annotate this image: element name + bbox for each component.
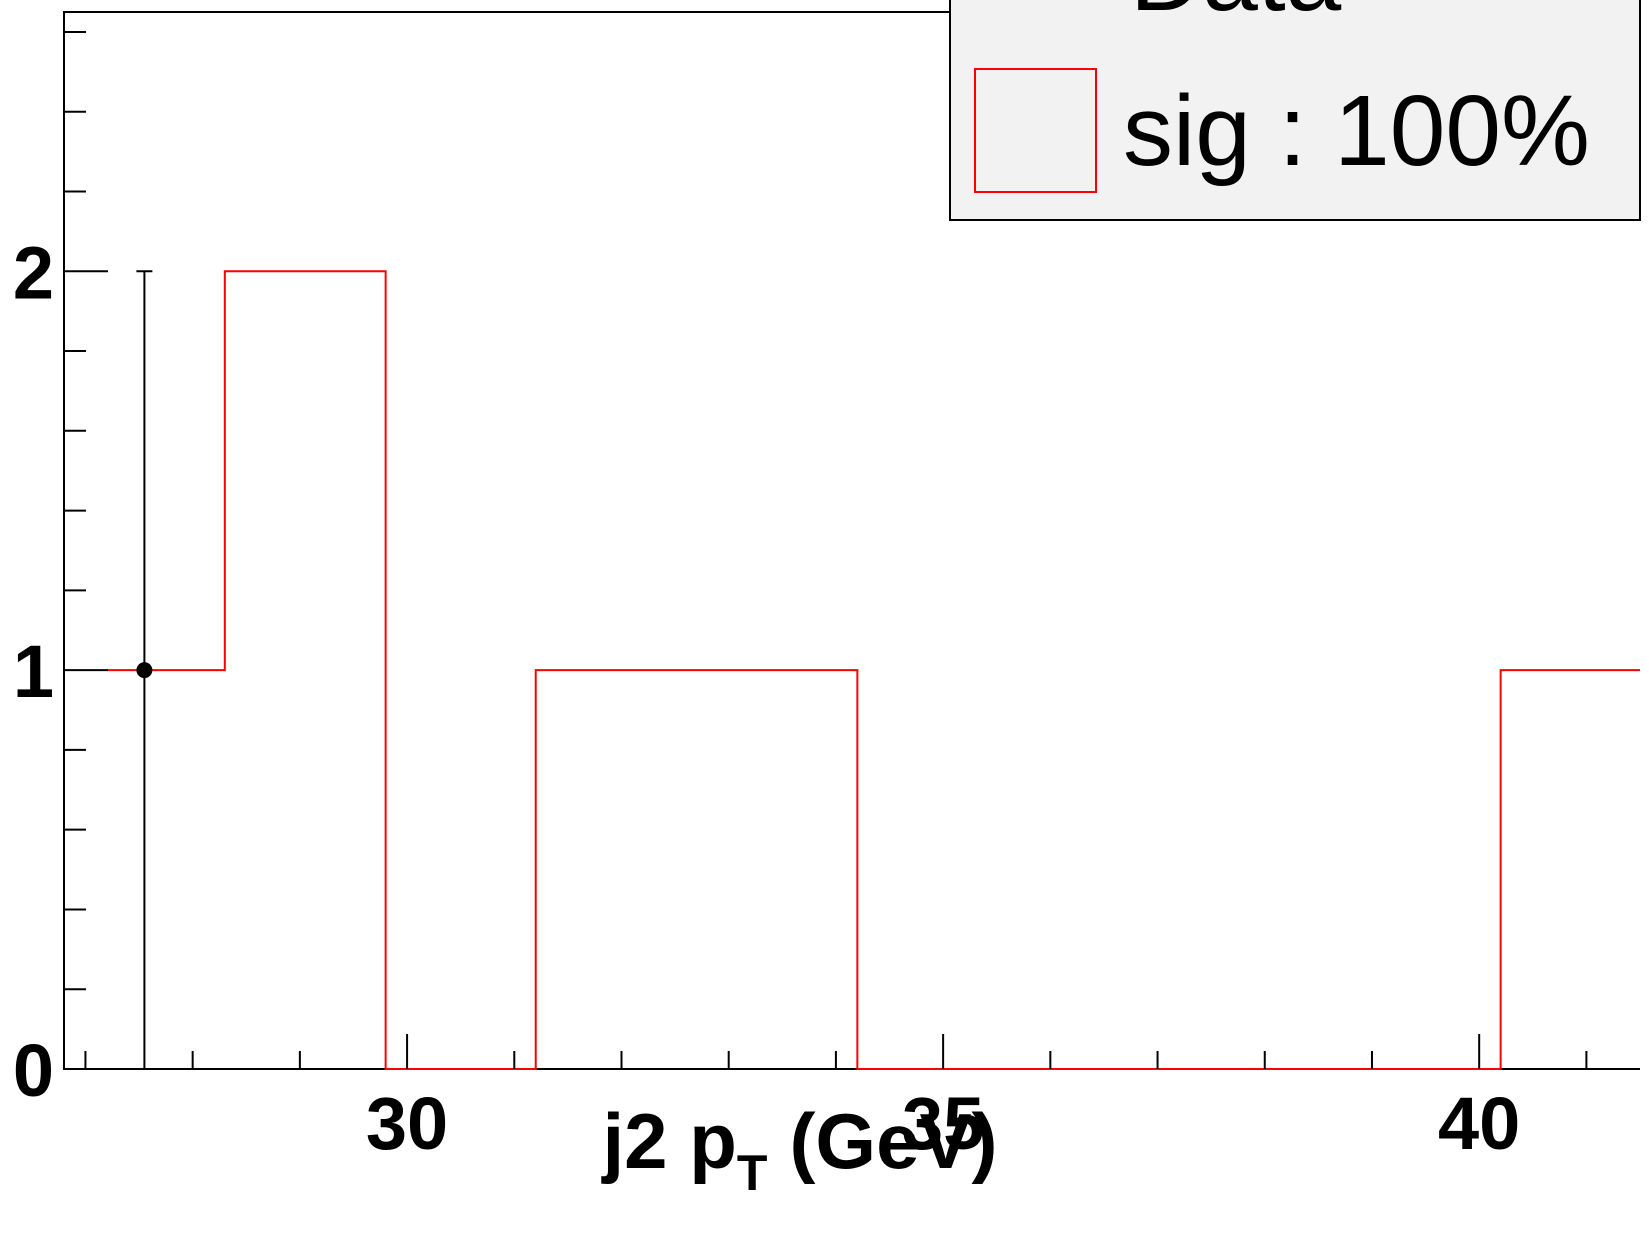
histogram-bin [536, 670, 697, 1069]
x-tick-label: 30 [366, 1082, 448, 1165]
plot-frame [63, 11, 1640, 1070]
axis-frame-line [63, 11, 1640, 1070]
y-tick-label: 2 [13, 231, 54, 314]
x-axis-title-main: j2 p [601, 1097, 737, 1185]
legend: Data sig : 100% [949, 0, 1641, 221]
data-series [136, 270, 153, 1069]
x-axis-title-unit: (GeV) [789, 1097, 997, 1185]
histogram-bin [697, 670, 858, 1069]
y-tick-label: 0 [13, 1029, 54, 1112]
x-tick-label: 35 [902, 1082, 984, 1165]
x-tick-label: 40 [1438, 1082, 1520, 1165]
x-axis-title-subscript: T [737, 1145, 768, 1201]
histogram-bin [225, 271, 386, 1069]
axis-ticks [64, 30, 1588, 1070]
legend-entry-data-label: Data [1130, 0, 1342, 32]
y-tick-label: 1 [13, 630, 54, 713]
x-tick-labels: 30 35 40 [366, 1082, 1520, 1165]
legend-entry-sig-label: sig : 100% [1123, 75, 1590, 187]
histogram-step-line [106, 270, 1640, 1070]
histogram-series [106, 270, 1640, 1070]
histogram-bin [107, 670, 225, 1069]
histogram-bin [1501, 670, 1640, 1069]
y-tick-labels: 0 1 2 [13, 231, 54, 1112]
legend-box [949, 0, 1641, 221]
legend-entry-sig-swatch [974, 68, 1097, 193]
data-point [136, 662, 153, 679]
x-axis-title: j2 pT (GeV) [601, 1097, 998, 1201]
